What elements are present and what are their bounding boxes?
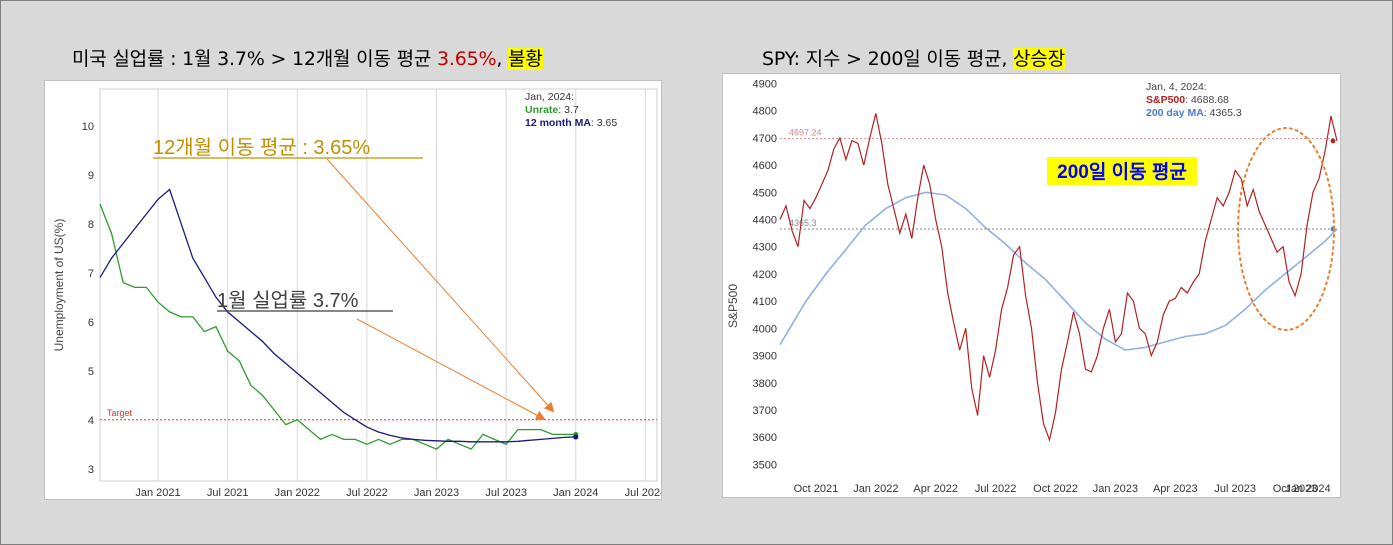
sp500-ref-label: 4697.24 [789, 128, 822, 138]
left-heading: 미국 실업률 : 1월 3.7% > 12개월 이동 평균 3.65%, 불황 [72, 44, 543, 71]
right-heading-bull-tag: 상승장 [1013, 48, 1065, 70]
y-tick-label: 3900 [753, 351, 777, 363]
target-label: Target [107, 408, 133, 418]
y-tick-label: 4000 [753, 323, 777, 335]
x-tick-label: Jul 2022 [975, 483, 1017, 495]
y-tick-label: 3500 [753, 459, 777, 471]
x-tick-label: Oct 2021 [794, 483, 839, 495]
unrate-arrow [356, 318, 546, 420]
x-tick-label: Jul 2023 [485, 487, 527, 499]
tooltip-ma: 12 month MA: 3.65 [525, 117, 617, 129]
x-tick-label: Oct 2023 [1273, 483, 1318, 495]
x-tick-label: Jan 2023 [414, 487, 459, 499]
x-tick-label: Jan 2024 [1285, 483, 1330, 495]
y-tick-label: 4400 [753, 214, 777, 226]
y-tick-label: 10 [82, 121, 94, 133]
sp500-chart-panel: 3500 3600 3700 3800 3900 4000 4100 4200 4300 4400… [722, 73, 1341, 498]
x-tick-label: Jul 2021 [207, 487, 249, 499]
left-heading-recession-tag: 불황 [508, 48, 543, 70]
y-axis-label: Unemployment of US(%) [52, 219, 66, 352]
y-tick-label: 9 [88, 170, 94, 182]
tooltip-unrate: Unrate: 3.7 [525, 104, 579, 116]
y-tick-label: 4500 [753, 187, 777, 199]
y-tick-label: 7 [88, 268, 94, 280]
sp500-end-point [1330, 138, 1336, 144]
ma200-series-line [779, 191, 1338, 351]
y-tick-label: 4900 [753, 78, 777, 90]
y-tick-label: 3800 [753, 378, 777, 390]
tooltip-sp500: S&P500: 4688.68 [1146, 94, 1229, 106]
y-tick-label: 4100 [753, 296, 777, 308]
left-heading-prefix: 미국 실업률 : 1월 3.7% > 12개월 이동 평균 [72, 48, 437, 70]
recent-highlight-ellipse [1237, 127, 1335, 331]
ma-series-line [99, 188, 576, 443]
x-tick-label: Jul 2022 [346, 487, 388, 499]
x-tick-label: Jan 2024 [553, 487, 598, 499]
tooltip-ma200: 200 day MA: 4365.3 [1146, 107, 1242, 119]
unemployment-chart: Jan 2021 Jul 2021 Jan 2022 Jul 2022 Jan 2023… [52, 88, 666, 499]
ma200-annotation-bg [1047, 157, 1197, 185]
ma-arrow [326, 158, 555, 413]
sp500-series-line [779, 113, 1338, 443]
left-heading-ma-value: 3.65% [436, 48, 497, 70]
x-tick-label: Jan 2022 [275, 487, 320, 499]
y-tick-label: 3600 [753, 432, 777, 444]
right-heading-prefix: SPY: 지수 > 200일 이동 평균, [762, 48, 1014, 70]
plot-area [780, 78, 1337, 478]
ma200-annotation: 200일 이동 평균 [1057, 161, 1187, 183]
y-tick-label: 4300 [753, 242, 777, 254]
y-tick-label: 8 [88, 219, 94, 231]
x-tick-label: Jan 2023 [1093, 483, 1138, 495]
plot-area [99, 88, 658, 482]
y-tick-label: 5 [88, 366, 94, 378]
y-tick-label: 4200 [753, 269, 777, 281]
right-heading: SPY: 지수 > 200일 이동 평균, 상승장 [762, 44, 1065, 71]
y-tick-label: 6 [88, 317, 94, 329]
y-axis-label: S&P500 [726, 284, 740, 328]
y-tick-label: 3 [88, 464, 94, 476]
y-tick-label: 3700 [753, 405, 777, 417]
left-heading-sep: , [496, 48, 509, 70]
x-tick-label: Apr 2023 [1153, 483, 1198, 495]
x-tick-label: Jan 2022 [853, 483, 898, 495]
unrate-series-line [99, 203, 576, 450]
y-tick-label: 4 [88, 415, 94, 427]
x-tick-label: Oct 2022 [1033, 483, 1078, 495]
x-tick-label: Jul 2023 [1214, 483, 1256, 495]
x-tick-label: Apr 2022 [913, 483, 958, 495]
ma-end-point [573, 434, 579, 440]
ma-annotation: 12개월 이동 평균 : 3.65% [153, 136, 370, 159]
y-tick-label: 4800 [753, 106, 777, 118]
x-tick-label: Jul 2024 [625, 487, 661, 499]
y-tick-label: 4600 [753, 160, 777, 172]
unemployment-chart-panel: Jan 2021 Jul 2021 Jan 2022 Jul 2022 Jan 2023… [44, 80, 666, 500]
tooltip-date: Jan, 4, 2024: [1146, 81, 1207, 93]
x-tick-label: Jan 2021 [135, 487, 180, 499]
y-tick-label: 4700 [753, 133, 777, 145]
ma-ref-label: 4365.3 [789, 218, 817, 228]
tooltip-date: Jan, 2024: [525, 91, 574, 103]
unrate-annotation: 1월 실업률 3.7% [217, 289, 359, 312]
sp500-chart: 3500 3600 3700 3800 3900 4000 4100 4200 4300 4400… [726, 78, 1338, 495]
